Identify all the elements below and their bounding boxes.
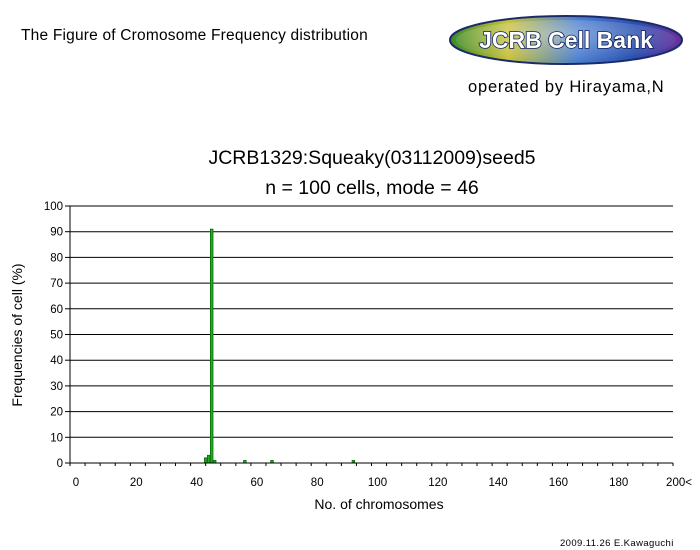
bar <box>210 228 214 464</box>
y-axis-label: Frequencies of cell (%) <box>9 263 25 406</box>
y-tick-label: 90 <box>50 227 63 239</box>
x-axis-label: No. of chromosomes <box>314 496 443 512</box>
bar <box>203 457 208 464</box>
y-tick-label: 80 <box>50 252 63 264</box>
y-tick-label: 100 <box>44 201 63 213</box>
axes: 0 10 20 30 40 50 60 70 80 90 100 0 20 40 60 80 100 120 140… <box>44 201 692 489</box>
grid-lines <box>70 205 673 464</box>
y-tick-label: 60 <box>50 304 63 316</box>
x-tick-label: 0 <box>73 477 79 489</box>
logo-text: JCRB Cell Bank <box>479 27 653 53</box>
x-tick-label: 60 <box>251 477 264 489</box>
bar <box>206 454 211 464</box>
chart-title: JCRB1329:Squeaky(03112009)seed5 <box>208 147 535 169</box>
chart-subtitle: n = 100 cells, mode = 46 <box>265 177 479 199</box>
x-tick-label: 160 <box>549 477 568 489</box>
y-tick-label: 30 <box>50 381 63 393</box>
y-tick-label: 10 <box>50 432 63 444</box>
jcrb-cell-bank-logo: JCRB Cell Bank <box>449 15 683 65</box>
x-tick-label: 200< <box>666 477 692 489</box>
y-tick-label: 50 <box>50 330 63 342</box>
x-tick-label: 120 <box>428 477 447 489</box>
y-tick-label: 70 <box>50 278 63 290</box>
y-tick-label: 20 <box>50 407 63 419</box>
footer-credit: 2009.11.26 E.Kawaguchi <box>560 538 674 549</box>
bars <box>203 228 356 464</box>
x-tick-label: 180 <box>609 477 628 489</box>
x-tick-label: 20 <box>130 477 143 489</box>
x-tick-label: 140 <box>489 477 508 489</box>
y-tick-label: 0 <box>57 458 63 470</box>
y-tick-label: 40 <box>50 355 63 367</box>
page-title: The Figure of Cromosome Frequency distri… <box>21 27 368 44</box>
x-tick-label: 100 <box>368 477 387 489</box>
operated-by: operated by Hirayama,N <box>468 78 665 96</box>
x-tick-label: 40 <box>190 477 203 489</box>
x-tick-label: 80 <box>311 477 324 489</box>
